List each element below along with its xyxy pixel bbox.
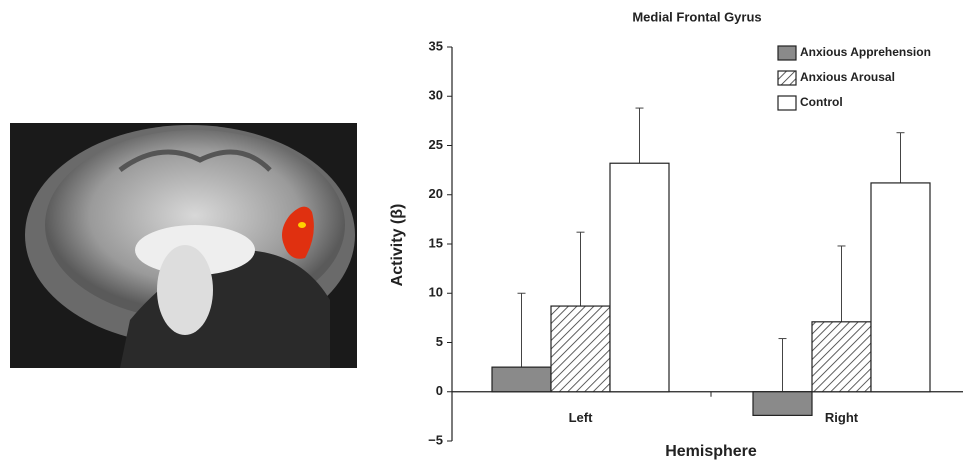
y-tick-label: 15 — [429, 235, 443, 250]
bar — [811, 321, 872, 393]
x-tick-label: Left — [569, 410, 594, 425]
bar — [752, 391, 813, 416]
y-tick-label: −5 — [428, 432, 443, 447]
y-tick-label: 35 — [429, 38, 443, 53]
legend-swatch — [777, 45, 797, 61]
y-tick-label: 30 — [429, 88, 443, 103]
bar — [609, 162, 670, 393]
bar — [870, 182, 931, 393]
legend-swatch — [777, 70, 797, 86]
y-tick-label: 5 — [436, 334, 443, 349]
x-axis-label: Hemisphere — [665, 443, 757, 460]
x-tick-label: Right — [825, 410, 859, 425]
mri-image — [10, 123, 357, 368]
legend-label: Anxious Apprehension — [800, 45, 931, 59]
y-tick-label: 10 — [429, 285, 443, 300]
bar — [491, 366, 552, 393]
activation-blob — [282, 206, 314, 259]
y-tick-label: 20 — [429, 186, 443, 201]
bar — [550, 305, 611, 393]
legend-label: Control — [800, 95, 843, 109]
y-tick-label: 0 — [436, 383, 443, 398]
y-tick-label: 25 — [429, 137, 443, 152]
legend-label: Anxious Arousal — [800, 70, 895, 84]
y-axis-label: Activity (β) — [389, 204, 406, 287]
legend-swatch — [777, 95, 797, 111]
chart-title: Medial Frontal Gyrus — [632, 9, 761, 24]
